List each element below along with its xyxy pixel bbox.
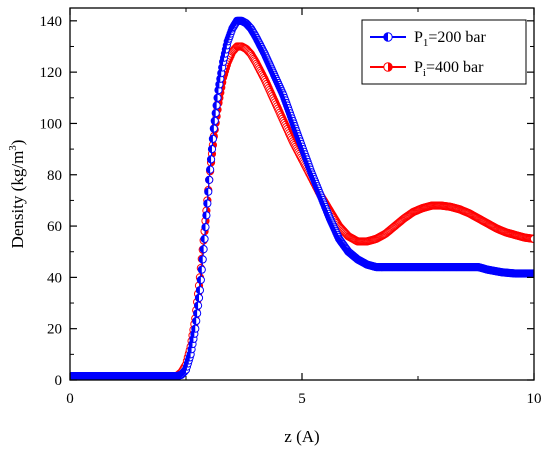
x-tick-label: 10 bbox=[527, 391, 542, 407]
y-tick-label: 80 bbox=[47, 168, 62, 184]
series-1-point bbox=[209, 124, 218, 133]
series-2-markers bbox=[70, 42, 534, 380]
series-1-point bbox=[207, 145, 217, 154]
y-axis-title-close: ) bbox=[8, 140, 27, 146]
y-axis-title-main: Density (kg/m bbox=[8, 151, 27, 249]
legend-label-sub: 1 bbox=[423, 37, 429, 49]
legend: P1=200 bar Pi=400 bar bbox=[361, 19, 527, 85]
legend-marker-series-2 bbox=[383, 62, 393, 72]
series-1-point bbox=[204, 187, 213, 196]
legend-label-rest: =200 bar bbox=[428, 29, 486, 46]
legend-label-sub: i bbox=[423, 67, 426, 79]
series-1-point bbox=[529, 269, 534, 278]
series-1-point bbox=[212, 101, 221, 110]
series-1-point bbox=[208, 134, 218, 143]
series-1-point bbox=[206, 165, 215, 174]
series-1-point bbox=[192, 316, 201, 326]
y-tick-label: 20 bbox=[47, 322, 62, 338]
y-axis-title-sup: 3 bbox=[7, 145, 19, 151]
y-tick-label: 120 bbox=[40, 65, 63, 81]
series-1-point bbox=[203, 199, 212, 208]
legend-entry-series-2: Pi=400 bar bbox=[370, 59, 484, 79]
legend-marker-glyph bbox=[383, 32, 393, 42]
series-1-point bbox=[193, 309, 202, 318]
series-1-point bbox=[206, 155, 216, 164]
series-1-point bbox=[191, 324, 200, 333]
y-tick-label: 100 bbox=[40, 116, 63, 132]
series-1-point bbox=[195, 286, 205, 295]
legend-label-main: P bbox=[414, 59, 423, 76]
series-1-point bbox=[198, 255, 207, 264]
x-tick-label: 5 bbox=[298, 391, 306, 407]
legend-box bbox=[361, 19, 527, 85]
legend-entry-series-1: P1=200 bar bbox=[370, 29, 487, 49]
legend-marker-glyph bbox=[383, 62, 393, 72]
y-tick-label: 140 bbox=[40, 14, 63, 30]
series-1-point bbox=[199, 245, 208, 254]
series-2-point bbox=[529, 234, 534, 243]
x-axis-title: z (A) bbox=[284, 427, 319, 446]
series-1-point bbox=[205, 175, 214, 184]
y-axis-title: Density (kg/m3) bbox=[7, 140, 27, 249]
plot-area bbox=[70, 16, 534, 380]
series-1-point bbox=[201, 222, 210, 232]
series-1-point bbox=[213, 93, 222, 102]
legend-label-series-2: Pi=400 bar bbox=[414, 59, 484, 79]
series-1-point bbox=[211, 109, 220, 118]
series-1-point bbox=[196, 275, 205, 285]
y-tick-label: 60 bbox=[47, 219, 62, 235]
series-1-point bbox=[200, 234, 209, 243]
y-tick-label: 0 bbox=[55, 373, 63, 389]
series-1-point bbox=[210, 116, 219, 125]
legend-label-rest: =400 bar bbox=[426, 59, 484, 76]
legend-marker-series-1 bbox=[383, 32, 393, 42]
legend-label-series-1: P1=200 bar bbox=[414, 29, 487, 49]
series-1-markers bbox=[70, 16, 534, 380]
x-tick-label: 0 bbox=[66, 391, 74, 407]
y-tick-label: 40 bbox=[47, 270, 62, 286]
series-1-point bbox=[197, 265, 206, 274]
series-1-point bbox=[194, 293, 204, 303]
legend-label-main: P bbox=[414, 29, 423, 46]
series-1-point bbox=[193, 301, 203, 310]
series-1-point bbox=[202, 211, 211, 220]
